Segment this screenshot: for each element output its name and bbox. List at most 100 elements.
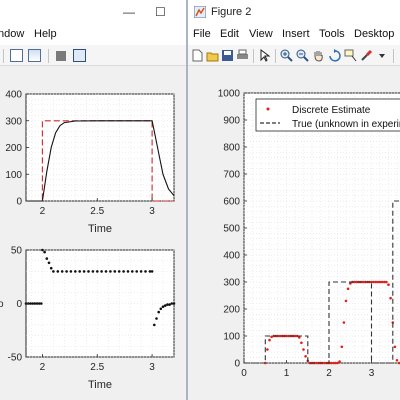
series-line-true: [244, 200, 400, 364]
y-axis-label-fragment: o: [0, 299, 4, 310]
open-file-icon[interactable]: [206, 49, 219, 62]
x-axis-label-top: Time: [88, 223, 112, 235]
matlab-figure-icon: [194, 6, 206, 18]
data-point: [45, 257, 49, 260]
data-point-estimate: [308, 361, 312, 365]
menu-view[interactable]: View: [249, 28, 273, 40]
data-point: [31, 302, 34, 305]
data-point: [163, 304, 167, 307]
menu-desktop[interactable]: Desktop: [354, 28, 395, 40]
series-line-response: [26, 120, 175, 202]
toolbar-separator: [48, 49, 49, 63]
data-point: [172, 302, 176, 305]
data-point-estimate: [302, 348, 305, 351]
data-point-estimate: [389, 296, 392, 300]
menu-tools[interactable]: Tools: [319, 28, 345, 40]
data-point: [65, 270, 68, 273]
property-editor-icon[interactable]: [28, 49, 41, 62]
dropdown-arrow-icon[interactable]: [376, 49, 389, 62]
maximize-button[interactable]: ☐: [155, 5, 166, 19]
data-point: [47, 261, 51, 265]
figure-window-1: — ☐ ndow Help 0 100 200 300 400 2 2.5 3 Time -…: [0, 0, 186, 400]
legend-marker-discrete: [266, 107, 270, 111]
data-point-estimate: [278, 334, 282, 338]
data-point: [159, 307, 163, 311]
legend-label-true: True (unknown in experim: [292, 119, 400, 130]
data-cursor-icon[interactable]: [344, 49, 357, 62]
legend-label-discrete: Discrete Estimate: [292, 105, 371, 116]
y-ticks-main: 0 100 200 300 400 500 600 700 800 900 1000: [218, 89, 247, 370]
data-point: [122, 270, 125, 273]
new-figure-icon[interactable]: [191, 49, 204, 62]
y-tick-label: 50: [11, 246, 23, 257]
menu-edit[interactable]: Edit: [220, 28, 239, 40]
menu-help[interactable]: Help: [34, 28, 57, 40]
menu-file[interactable]: File: [193, 28, 211, 40]
data-point: [33, 302, 37, 305]
window-divider: [186, 0, 188, 400]
data-point: [87, 270, 90, 273]
y-tick-label: 400: [5, 90, 22, 101]
data-point-estimate: [380, 280, 384, 284]
data-point-estimate: [285, 334, 288, 338]
x-tick-label: 0: [241, 368, 247, 379]
data-point: [35, 302, 39, 305]
legend[interactable]: Discrete Estimate True (unknown in exper…: [255, 98, 400, 132]
y-tick-label: 1000: [218, 89, 241, 100]
data-point-estimate: [304, 355, 307, 358]
minimize-button[interactable]: —: [123, 5, 135, 19]
data-point-estimate: [385, 280, 388, 284]
data-point-estimate: [344, 299, 348, 303]
print-icon[interactable]: [236, 49, 249, 62]
y-tick-label: 100: [5, 170, 22, 181]
data-point-estimate: [340, 345, 344, 349]
data-point-estimate: [342, 321, 346, 324]
datatip-icon[interactable]: [10, 49, 23, 62]
data-point-estimate: [270, 335, 273, 339]
data-point-estimate: [346, 287, 350, 291]
y-tick-label: 900: [223, 116, 240, 127]
plot-lines-main: [244, 200, 400, 365]
data-point: [139, 270, 143, 273]
save-icon[interactable]: [221, 49, 234, 62]
title-bar[interactable]: Figure 2: [188, 0, 400, 24]
brush-icon[interactable]: [360, 49, 373, 62]
data-point: [78, 270, 81, 273]
toolbar: [188, 45, 400, 66]
y-tick-label: 0: [234, 359, 240, 370]
toolbar-separator: [275, 49, 276, 63]
y-tick-label: 0: [16, 197, 22, 208]
pan-hand-icon[interactable]: [312, 49, 325, 62]
show-plot-tools-icon[interactable]: [73, 49, 86, 62]
data-point-estimate: [391, 321, 395, 324]
y-tick-label: 800: [223, 143, 240, 154]
data-point-estimate: [293, 334, 297, 338]
data-point-estimate: [393, 345, 397, 349]
data-point-estimate: [397, 361, 400, 365]
zoom-in-icon[interactable]: [280, 49, 293, 62]
x-tick-label: 3: [149, 206, 155, 217]
menu-window[interactable]: ndow: [0, 28, 25, 40]
title-bar[interactable]: — ☐: [0, 0, 186, 24]
zoom-out-icon[interactable]: [296, 49, 309, 62]
data-point: [40, 302, 43, 305]
x-tick-label: 2: [40, 362, 46, 373]
figure-2-canvas: 0 100 200 300 400 500 600 700 800 900 1000 0 1 2 3 Di…: [218, 89, 400, 379]
edit-plot-arrow-icon[interactable]: [258, 49, 271, 62]
data-point: [170, 302, 174, 305]
data-point: [52, 270, 55, 273]
data-point-estimate: [395, 359, 399, 362]
menu-bar: File Edit View Insert Tools Desktop: [188, 24, 400, 45]
data-point: [100, 270, 103, 273]
x-tick-label: 3: [369, 368, 375, 379]
menu-insert[interactable]: Insert: [282, 28, 310, 40]
y-tick-label: 700: [223, 170, 240, 181]
data-point-estimate: [383, 280, 386, 284]
rotate-3d-icon[interactable]: [328, 49, 341, 62]
data-point-estimate: [268, 338, 271, 342]
data-point-estimate: [355, 280, 358, 284]
hide-plot-tools-icon[interactable]: [56, 51, 66, 61]
data-point-estimate: [298, 336, 301, 339]
data-point-estimate: [376, 280, 380, 284]
data-point-estimate: [353, 280, 356, 284]
